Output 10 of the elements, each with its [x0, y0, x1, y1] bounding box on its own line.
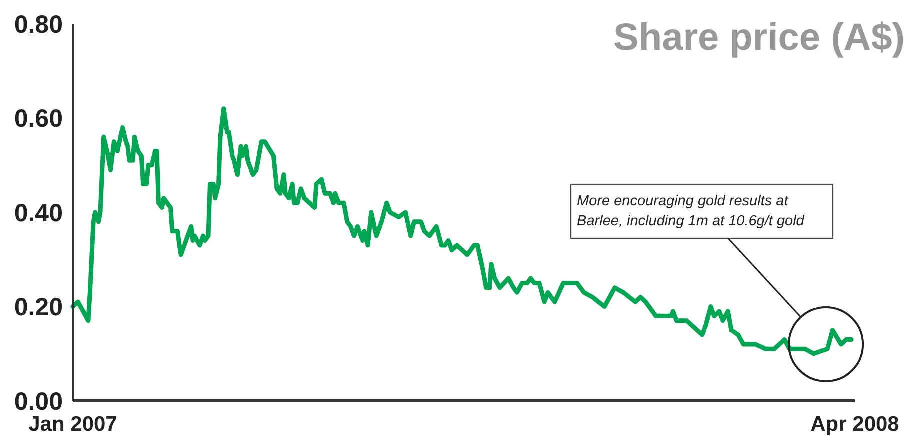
x-tick-label: Jan 2007 [28, 413, 118, 436]
y-tick-label: 0.60 [14, 105, 63, 133]
y-tick-label: 0.40 [14, 199, 63, 228]
line-series [70, 106, 854, 356]
y-tick-label: 0.00 [14, 388, 63, 416]
annotation: More encouraging gold results at Barlee, including 1m at 10.6g/t gold [577, 193, 806, 230]
y-tick-label: 0.80 [14, 10, 63, 39]
x-tick-label: Apr 2008 [810, 413, 900, 436]
y-tick-label: 0.20 [14, 294, 63, 322]
chart-title: Share price (A$) [614, 17, 905, 59]
